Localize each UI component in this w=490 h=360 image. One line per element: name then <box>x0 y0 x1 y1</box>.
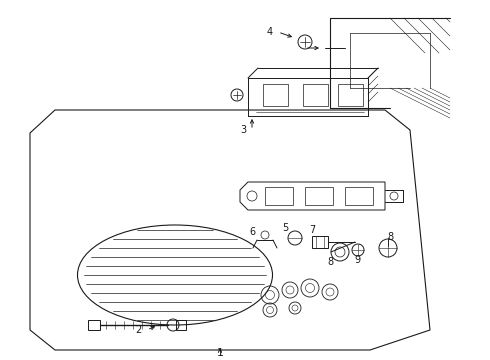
Text: 9: 9 <box>354 255 360 265</box>
Bar <box>176 320 186 330</box>
Text: 5: 5 <box>282 223 288 233</box>
Text: 8: 8 <box>327 257 333 267</box>
Bar <box>338 84 363 106</box>
Bar <box>265 187 293 205</box>
Text: 7: 7 <box>309 225 315 235</box>
Bar <box>303 84 328 106</box>
Text: 4: 4 <box>267 27 273 37</box>
Text: 1: 1 <box>217 348 223 358</box>
Bar <box>88 320 100 330</box>
Bar <box>305 187 333 205</box>
Text: 8: 8 <box>387 232 393 242</box>
Bar <box>263 84 288 106</box>
Text: 2: 2 <box>135 325 141 335</box>
Bar <box>345 187 373 205</box>
Text: 6: 6 <box>249 227 255 237</box>
Text: 3: 3 <box>240 125 246 135</box>
Bar <box>312 236 328 248</box>
